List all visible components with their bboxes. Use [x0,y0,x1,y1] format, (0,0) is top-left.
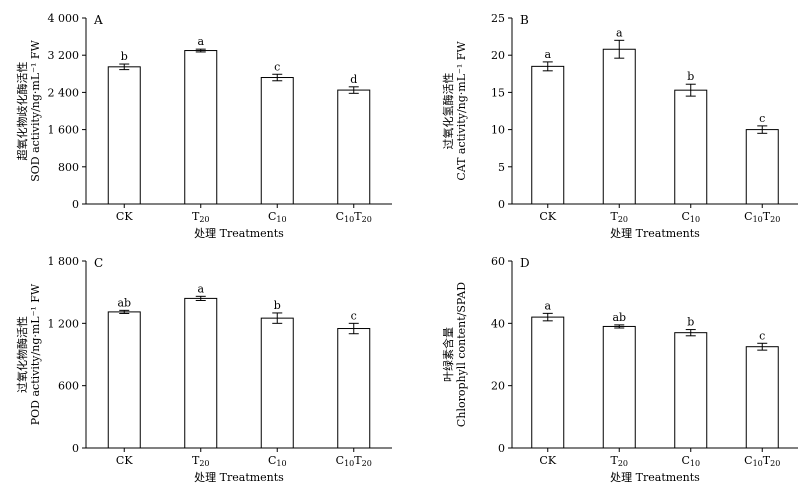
significance-label: a [616,26,623,39]
bar [674,332,708,449]
y-tick-label: 1 800 [48,255,80,268]
panel-B: 0 5 10 15 20 25 a CK a T20 b C10 c C10T20 B 处理 Treatmen… [441,12,798,240]
y-tick-label: 15 [491,86,505,99]
x-axis-label: 处理 Treatments [194,227,284,240]
x-tick-label: T20 [192,210,210,224]
panel-D: 0 20 40 60 a CK ab T20 b C10 c C10T20 D 处理 Treatments… [441,255,798,484]
x-axis-label: 处理 Treatments [610,227,700,240]
significance-label: a [197,282,204,295]
bar [745,129,779,205]
significance-label: c [274,60,280,73]
bar [531,65,565,205]
significance-label: c [759,329,765,342]
x-tick-label: C10T20 [744,454,780,468]
x-tick-label: CK [116,454,133,467]
bar [184,50,218,205]
significance-label: a [197,35,204,48]
y-tick-label: 20 [491,49,505,62]
x-tick-label: CK [539,210,556,223]
bar [602,48,636,205]
panel-letter: C [94,256,103,270]
x-tick-label: C10 [268,454,287,468]
x-tick-label: C10 [268,210,287,224]
panel-C: 0 600 1 200 1 800 ab CK a T20 b C10 c C10T20 C 处理 Tre… [15,255,392,484]
significance-label: c [759,112,765,125]
bar [337,89,371,205]
y-axis-label-cn: 过氧化物酶活性 [15,316,29,393]
significance-label: d [350,73,357,86]
x-tick-label: T20 [610,210,628,224]
significance-label: b [687,316,694,329]
y-axis-label-en: Chlorophyll content/SPAD [455,282,468,427]
y-tick-label: 25 [491,12,505,25]
panel-letter: B [520,13,529,27]
y-tick-label: 800 [58,161,79,174]
bar [745,346,779,449]
y-tick-label: 10 [491,124,505,137]
y-axis-label-en: POD activity/ng·mL⁻¹ FW [29,283,42,425]
x-tick-label: C10 [681,454,700,468]
x-tick-label: CK [539,454,556,467]
y-tick-label: 5 [498,161,505,174]
y-tick-label: 3 200 [48,49,80,62]
x-tick-label: T20 [192,454,210,468]
bar [337,328,371,449]
significance-label: b [274,299,281,312]
significance-label: b [687,70,694,83]
bar [260,317,294,449]
panel-letter: A [93,13,103,27]
y-tick-label: 60 [491,255,505,268]
y-tick-label: 0 [498,198,505,211]
x-tick-label: C10T20 [336,454,372,468]
panel-letter: D [520,256,530,270]
y-tick-label: 0 [72,442,79,455]
significance-label: c [351,309,357,322]
bar [184,297,218,449]
y-axis-label-en: SOD activity/ng·mL⁻¹ FW [29,40,42,182]
significance-label: a [544,299,551,312]
x-tick-label: CK [116,210,133,223]
bar [107,311,141,449]
x-axis-label: 处理 Treatments [194,471,284,484]
x-axis-label: 处理 Treatments [610,471,700,484]
y-tick-label: 0 [498,442,505,455]
y-tick-label: 600 [58,380,79,393]
y-tick-label: 2 400 [48,86,80,99]
x-tick-label: C10T20 [744,210,780,224]
y-tick-label: 1 200 [48,317,80,330]
bar [674,89,708,205]
y-axis-label-cn: 过氧化氢酶活性 [441,73,455,150]
bar [260,77,294,205]
bar [602,325,636,449]
y-axis-label-en: CAT activity/ng·mL⁻¹ FW [455,41,468,181]
bar [531,316,565,449]
bar [107,66,141,205]
significance-label: ab [117,296,131,309]
y-axis-label-cn: 叶绿素含量 [441,327,455,382]
y-tick-label: 20 [491,380,505,393]
y-tick-label: 0 [72,198,79,211]
x-tick-label: C10T20 [336,210,372,224]
significance-label: ab [612,311,626,324]
significance-label: b [121,50,128,63]
x-tick-label: T20 [610,454,628,468]
significance-label: a [544,48,551,61]
y-tick-label: 1 600 [48,124,80,137]
y-axis-label-cn: 超氧化物歧化酶活性 [15,62,29,161]
x-tick-label: C10 [681,210,700,224]
panel-A: 0 800 1 600 2 400 3 200 4 000 b CK a T20 c C10 d C10T… [15,12,392,240]
y-tick-label: 4 000 [48,12,80,25]
y-tick-label: 40 [491,317,505,330]
